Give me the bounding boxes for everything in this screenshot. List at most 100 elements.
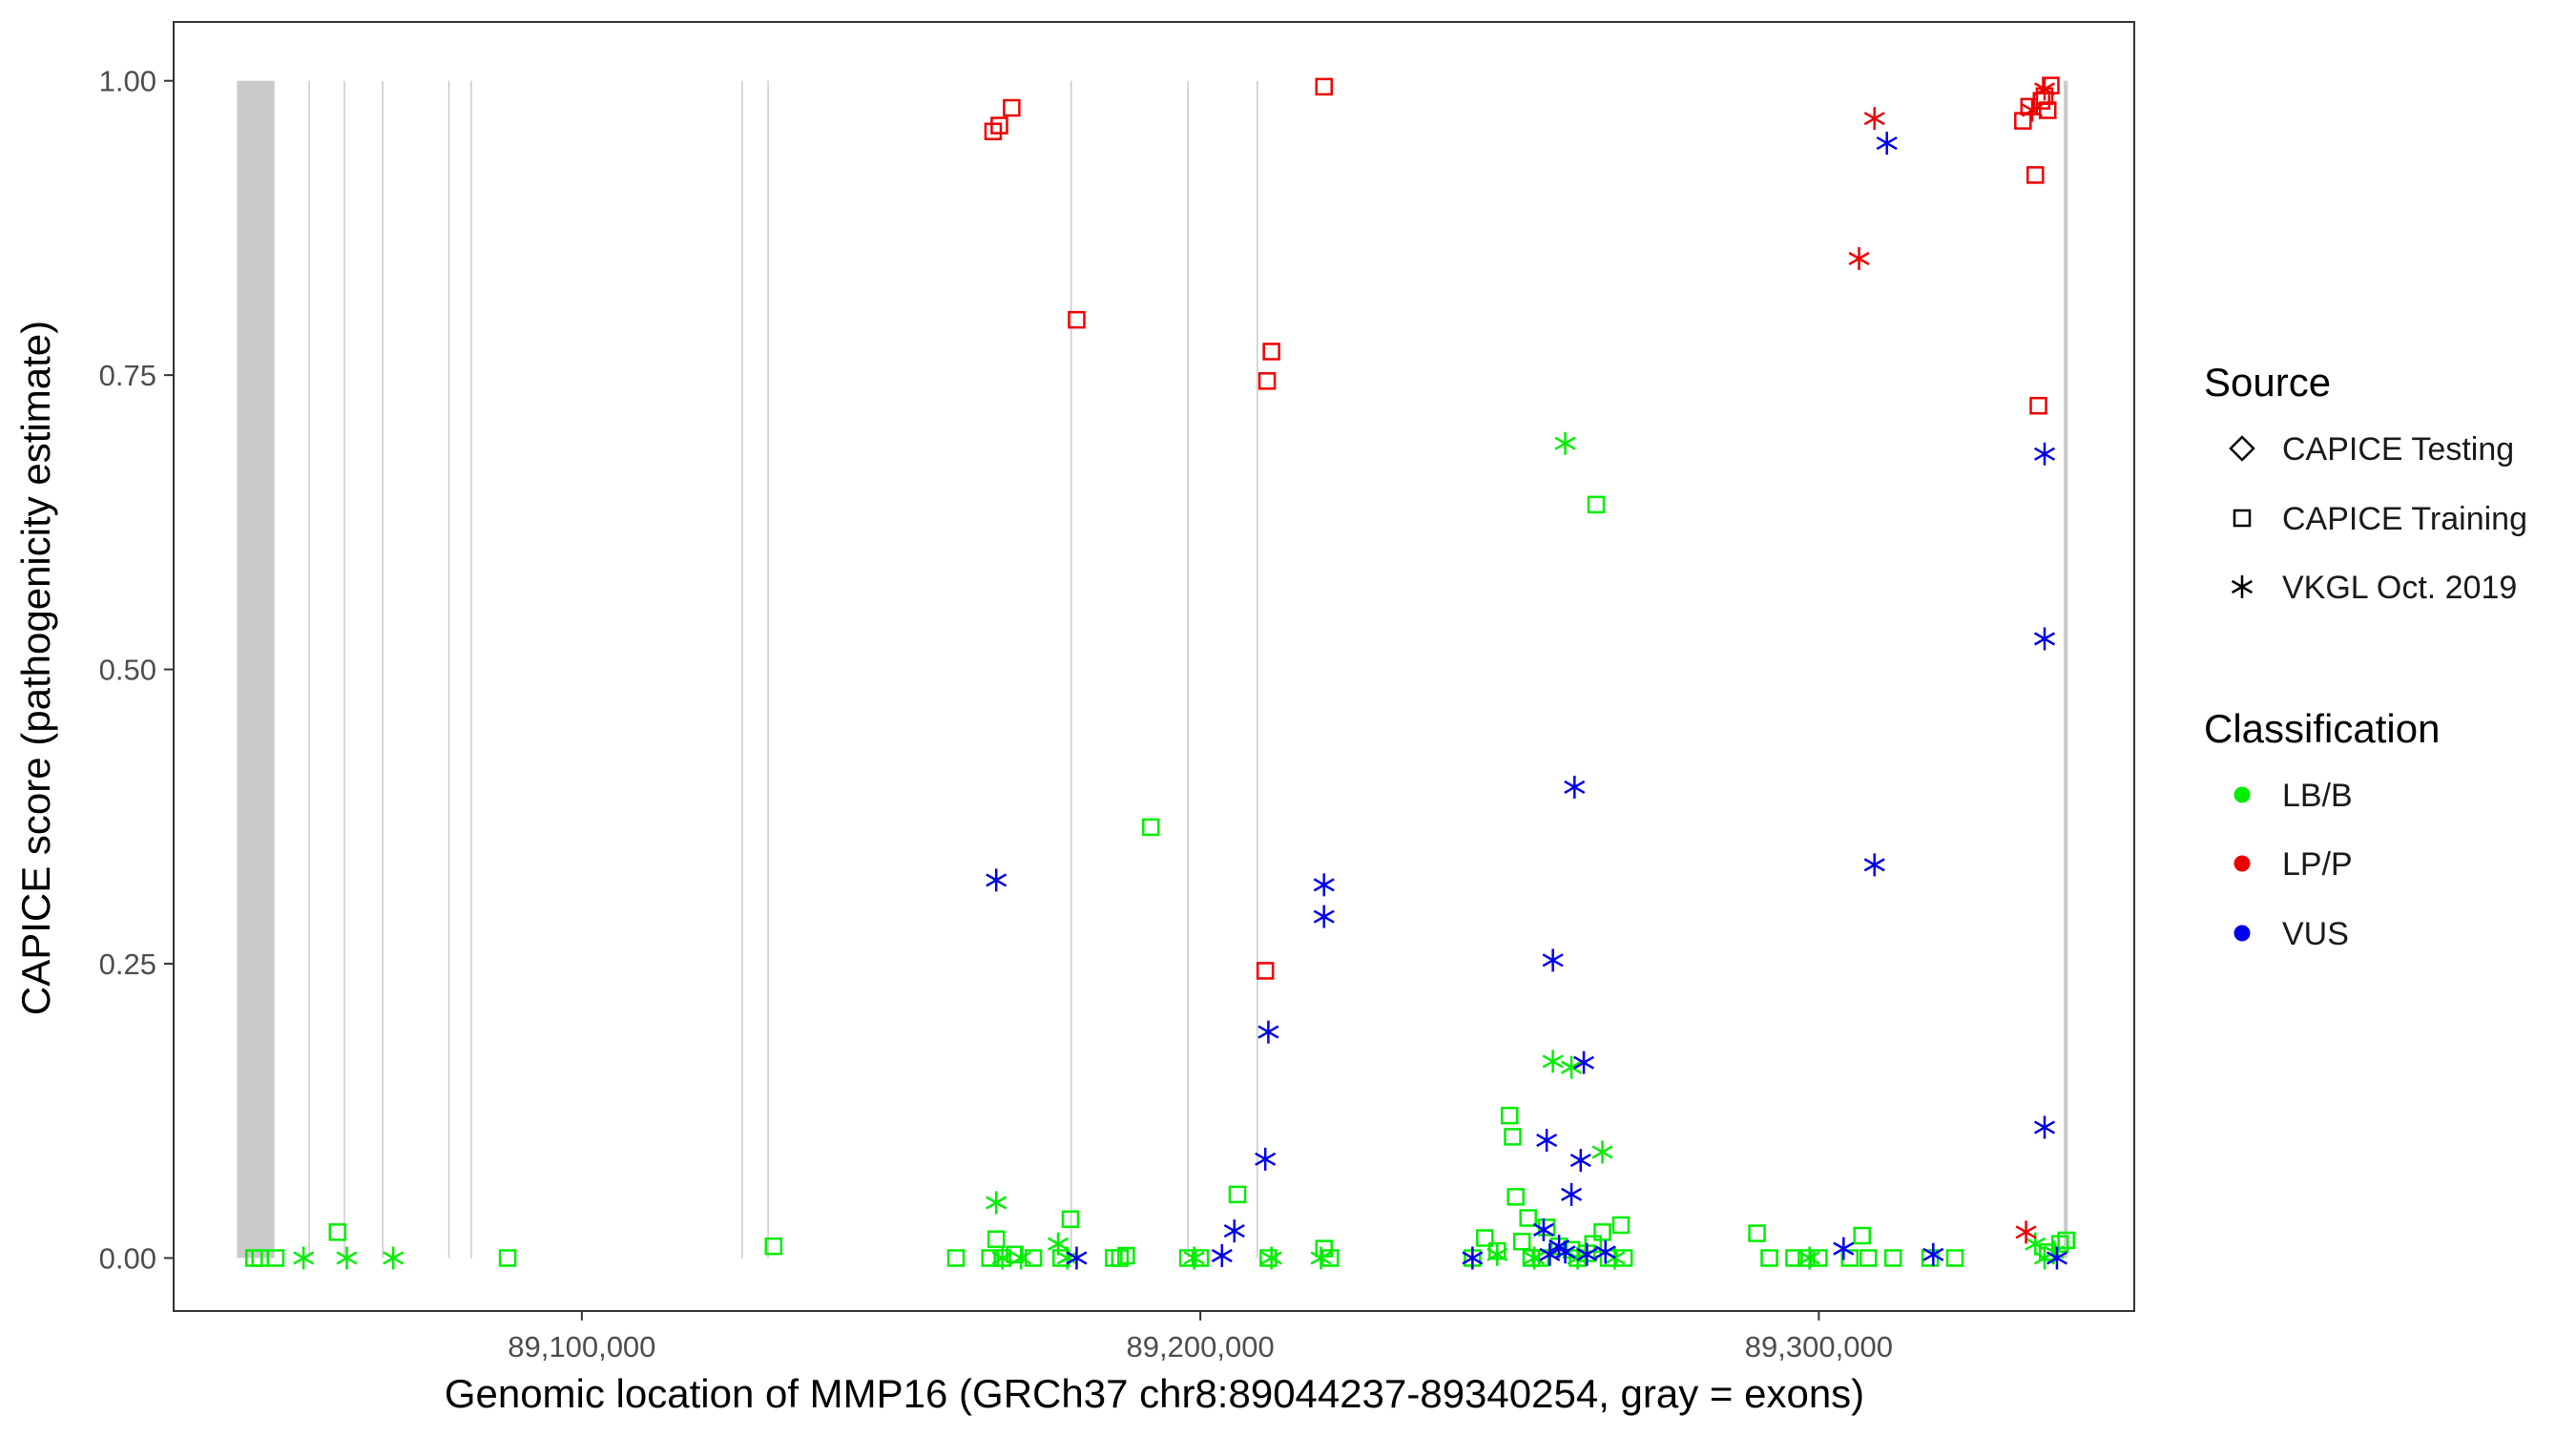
data-point-square [1593,1223,1611,1241]
data-point-square [764,1237,783,1256]
data-point-asterisk [1524,1246,1546,1270]
data-point-asterisk [2033,1115,2056,1139]
data-point-square [1228,1185,1247,1204]
asterisk-icon [2231,575,2254,598]
y-tick-label: 0.75 [99,359,156,392]
legend-class-label: LB/B [2282,778,2353,814]
data-point-asterisk [2015,1220,2037,1244]
data-point-asterisk [1255,1147,1277,1171]
data-point-asterisk [383,1246,405,1270]
x-axis: 89,100,000 89,200,000 89,300,000 [508,1311,1893,1363]
data-point-asterisk [1554,431,1576,455]
data-point-asterisk [2046,1246,2067,1270]
data-point-square [1061,1210,1080,1229]
data-point-square [1256,962,1275,980]
exon-bands [237,80,2068,1259]
legend-color-dot [2233,925,2251,942]
data-point-asterisk [1833,1237,1855,1260]
exon-band [767,80,769,1259]
data-point-asterisk [1542,1050,1564,1073]
legend-source-label: CAPICE Testing [2282,431,2514,468]
data-point-asterisk [1211,1244,1233,1268]
legend: Source CAPICE Testing CAPICE Training VK… [2204,360,2527,952]
exon-band [343,80,345,1259]
legend-classification-title: Classification [2204,706,2440,751]
data-point-square [1883,1249,1902,1267]
data-point-square [1117,1246,1135,1265]
data-point-square [984,122,1003,140]
data-point-asterisk [1536,1129,1558,1153]
data-point-square [1587,495,1606,514]
data-point-square [1315,77,1334,96]
exon-band [741,80,743,1259]
y-tick-label: 0.25 [99,947,156,981]
data-point-square [987,1230,1006,1248]
y-tick-label: 1.00 [99,65,156,98]
data-point-asterisk [2033,77,2056,101]
data-point-asterisk [1569,1149,1591,1173]
data-point-asterisk [1863,853,1885,877]
data-point-asterisk [1573,1051,1595,1074]
data-point-square [946,1249,966,1267]
data-point-asterisk [1848,246,1870,270]
exon-band [447,80,450,1259]
data-point-asterisk [2033,627,2056,651]
data-point-square [328,1223,347,1241]
data-point-asterisk [1223,1219,1245,1243]
data-point-square [1257,372,1277,390]
y-tick-label: 0.50 [99,654,156,687]
data-point-asterisk [2033,442,2056,466]
data-point-asterisk [1010,1246,1032,1270]
legend-source-label: VKGL Oct. 2019 [2282,570,2517,606]
data-point-square [1476,1229,1494,1247]
diamond-icon [2229,435,2255,462]
data-point-square [2026,166,2045,184]
data-point-square [1024,1249,1043,1267]
data-point-square [1068,310,1086,329]
data-point-square [1785,1249,1803,1267]
data-point-asterisk [1542,948,1564,972]
square-icon [2233,509,2252,528]
legend-source-item-training: CAPICE Training [2233,501,2527,537]
data-point-square [1506,1188,1525,1206]
data-point-square [1611,1216,1631,1235]
data-point-square [1501,1106,1519,1125]
data-point-square [2029,396,2047,415]
legend-source-label: CAPICE Training [2282,501,2527,537]
data-points [245,76,2075,1270]
data-point-square [1945,1249,1964,1267]
data-point-square [2057,1231,2075,1250]
data-point-asterisk [1310,1246,1332,1270]
legend-source-item-vkgl: VKGL Oct. 2019 [2231,570,2517,606]
x-tick-label: 89,200,000 [1127,1330,1275,1363]
data-point-asterisk [336,1246,358,1270]
exon-band [2064,80,2068,1259]
y-axis-title: CAPICE score (pathogenicity estimate) [13,321,58,1015]
data-point-asterisk [986,868,1008,892]
data-point-square [1522,1249,1541,1267]
data-point-asterisk [1056,1246,1078,1270]
data-point-square [2032,92,2051,110]
data-point-asterisk [1554,1240,1576,1264]
data-point-asterisk [986,1191,1008,1215]
data-point-asterisk [1594,1240,1616,1264]
data-point-asterisk [1876,132,1898,156]
legend-source-title: Source [2204,360,2331,405]
exon-band [382,80,384,1259]
data-point-asterisk [2022,98,2044,122]
data-point-square [1840,1249,1859,1267]
data-point-square [266,1249,285,1267]
exon-band [1257,80,1258,1259]
exon-band [470,80,472,1259]
data-point-square [1519,1209,1537,1227]
data-point-square [1797,1249,1816,1267]
legend-color-dot [2233,855,2251,872]
data-point-asterisk [1313,905,1335,928]
legend-class-item-lpp: LP/P [2233,846,2353,883]
data-point-asterisk [1260,1246,1282,1270]
data-point-asterisk [1922,1242,1944,1266]
data-point-square [1853,1226,1872,1245]
data-point-square [990,116,1008,135]
data-point-square [1003,98,1021,117]
